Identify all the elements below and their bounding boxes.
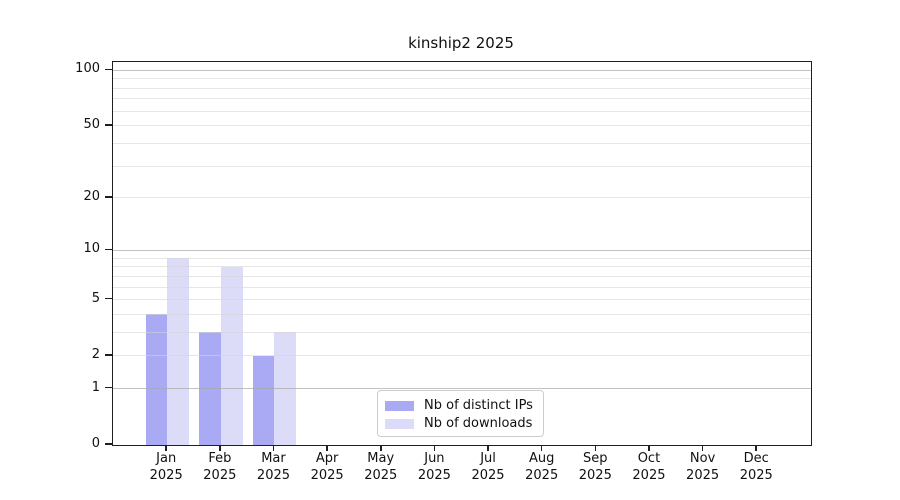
y-tick-mark [105, 354, 112, 356]
legend-item-downloads: Nb of downloads [385, 415, 535, 432]
gridline-minor [113, 110, 811, 112]
gridline-minor [113, 78, 811, 80]
x-tick-mark [755, 445, 757, 451]
x-tick-mark [487, 445, 489, 451]
x-tick-mark [701, 445, 704, 451]
y-tick-mark [105, 124, 112, 126]
x-tick-mark [219, 445, 221, 451]
gridline-minor [113, 266, 811, 268]
y-tick-label: 20 [83, 188, 100, 204]
gridline-minor [113, 165, 811, 167]
bar-distinct-ips-mar [252, 355, 275, 445]
y-tick-mark [105, 196, 112, 198]
x-tick-label: Jan 2025 [149, 451, 183, 483]
x-tick-mark [165, 445, 167, 451]
plot-area [112, 61, 812, 446]
y-tick-label: 0 [91, 436, 100, 451]
x-tick-label: Jun 2025 [417, 451, 451, 483]
x-tick-label: Mar 2025 [256, 451, 291, 483]
x-tick-label: Sep 2025 [578, 451, 612, 483]
gridline-minor [113, 98, 811, 100]
gridline-minor [113, 125, 811, 127]
gridline-minor [113, 87, 811, 89]
bar-downloads-jan [167, 258, 189, 445]
gridline-major [113, 69, 811, 71]
x-tick-mark [433, 445, 436, 451]
gridline-minor [113, 143, 811, 145]
legend-swatch-downloads [385, 418, 414, 429]
x-tick-label: Jul 2025 [471, 451, 505, 483]
y-tick-label: 5 [91, 290, 100, 306]
y-tick-label: 50 [83, 116, 100, 132]
legend-label-distinct-ips: Nb of distinct IPs [424, 398, 533, 413]
y-tick-mark [105, 443, 112, 445]
x-tick-label: Dec 2025 [739, 451, 773, 483]
gridline-minor [113, 313, 811, 315]
gridline-minor [113, 299, 811, 301]
x-tick-mark [648, 445, 650, 451]
x-tick-label: Aug 2025 [525, 451, 559, 483]
x-tick-mark [326, 445, 328, 451]
y-tick-mark [105, 68, 112, 71]
gridline-minor [113, 257, 811, 259]
legend-label-downloads: Nb of downloads [424, 416, 533, 431]
x-tick-mark [272, 445, 275, 451]
legend-item-distinct-ips: Nb of distinct IPs [385, 397, 535, 414]
x-tick-label: Nov 2025 [686, 451, 720, 483]
x-tick-label: Apr 2025 [310, 451, 344, 483]
x-tick-label: Oct 2025 [632, 451, 666, 483]
gridline-minor [113, 331, 811, 333]
x-tick-mark [380, 445, 382, 451]
legend: Nb of distinct IPs Nb of downloads [377, 390, 544, 437]
y-tick-mark [105, 297, 112, 300]
gridline-major [113, 249, 811, 251]
chart-title: kinship2 2025 [408, 34, 514, 52]
bar-distinct-ips-jan [145, 314, 168, 445]
gridline-major [113, 388, 811, 390]
y-tick-mark [105, 386, 112, 389]
gridline-minor [113, 355, 811, 357]
y-tick-label: 1 [91, 379, 100, 395]
gridline-minor [113, 275, 811, 277]
x-tick-label: May 2025 [364, 451, 398, 483]
x-tick-mark [540, 445, 543, 451]
y-tick-label: 10 [83, 241, 100, 257]
x-tick-label: Feb 2025 [203, 451, 237, 483]
y-tick-label: 100 [75, 61, 100, 77]
gridline-minor [113, 197, 811, 199]
y-tick-label: 2 [91, 346, 100, 362]
y-tick-mark [105, 248, 112, 251]
gridline-minor [113, 286, 811, 288]
x-tick-mark [594, 445, 597, 451]
legend-swatch-distinct-ips [385, 400, 414, 411]
